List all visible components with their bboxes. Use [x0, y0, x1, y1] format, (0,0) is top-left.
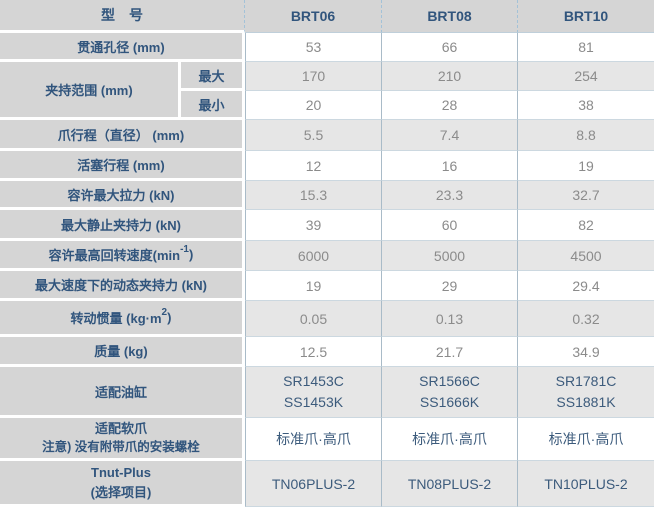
- value-cell: 4500: [517, 241, 654, 271]
- header-col-brt10: BRT10: [517, 0, 654, 33]
- spec-row-dynamic-grip: 最大速度下的动态夹持力 (kN) 19 29 29.4: [0, 271, 654, 301]
- value-cell: 60: [381, 210, 517, 241]
- value-cell: 5.5: [245, 120, 381, 151]
- value-cell: 0.13: [381, 301, 517, 337]
- value-cell: 6000: [245, 241, 381, 271]
- value-cell: SR1566C SS1666K: [381, 367, 517, 418]
- value-cell: 81: [517, 33, 654, 62]
- spec-row-mass: 质量 (kg) 12.5 21.7 34.9: [0, 337, 654, 367]
- spec-row-bore: 贯通孔径 (mm) 53 66 81: [0, 33, 654, 62]
- label-line1: 适配软爪: [94, 420, 147, 436]
- label-line1: Tnut-Plus: [91, 465, 151, 480]
- value-cell: 38: [517, 91, 654, 120]
- value-line2: SS1881K: [556, 394, 616, 410]
- spec-row-soft-jaw: 适配软爪注意) 没有附带爪的安装螺栓 标准爪·高爪 标准爪·高爪 标准爪·高爪: [0, 418, 654, 461]
- spec-row-jaw-stroke: 爪行程（直径） (mm) 5.5 7.4 8.8: [0, 120, 654, 151]
- value-line1: SR1566C: [419, 373, 480, 389]
- value-cell: 34.9: [517, 337, 654, 367]
- value-cell: 20: [245, 91, 381, 120]
- label-superscript: 2: [161, 307, 168, 318]
- value-cell: 5000: [381, 241, 517, 271]
- value-cell: 53: [245, 33, 381, 62]
- value-line1: SR1453C: [283, 373, 344, 389]
- row-label: Tnut-Plus (选择项目): [0, 461, 245, 507]
- row-label: 适配软爪注意) 没有附带爪的安装螺栓: [0, 418, 245, 461]
- value-cell: 15.3: [245, 181, 381, 210]
- spec-row-inertia: 转动惯量 (kg·m 2) 0.05 0.13 0.32: [0, 301, 654, 337]
- value-cell: 0.05: [245, 301, 381, 337]
- row-label: 爪行程（直径） (mm): [0, 120, 245, 151]
- value-cell: 标准爪·高爪: [381, 418, 517, 461]
- value-cell: SR1453C SS1453K: [245, 367, 381, 418]
- value-line2: SS1453K: [283, 394, 344, 410]
- label-tail: ): [189, 247, 194, 262]
- spec-subrow-max: 最大 170 210 254: [181, 62, 654, 91]
- label-line2: (选择项目): [90, 484, 152, 500]
- row-label: 活塞行程 (mm): [0, 151, 245, 181]
- row-label: 最大静止夹持力 (kN): [0, 210, 245, 241]
- row-label: 容许最高回转速度(min -1): [0, 241, 245, 271]
- row-label: 转动惯量 (kg·m 2): [0, 301, 245, 337]
- spec-row-piston-stroke: 活塞行程 (mm) 12 16 19: [0, 151, 654, 181]
- row-label: 容许最大拉力 (kN): [0, 181, 245, 210]
- value-cell: 21.7: [381, 337, 517, 367]
- header-col-brt08: BRT08: [381, 0, 517, 33]
- value-cell: 254: [517, 62, 654, 91]
- value-cell: 28: [381, 91, 517, 120]
- value-cell: 170: [245, 62, 381, 91]
- value-cell: 23.3: [381, 181, 517, 210]
- header-col-brt06: BRT06: [245, 0, 381, 33]
- value-cell: 29.4: [517, 271, 654, 301]
- grip-range-subrows: 最大 170 210 254 最小 20 28 38: [181, 62, 654, 120]
- value-cell: 210: [381, 62, 517, 91]
- label-base: 转动惯量 (kg·m: [70, 311, 162, 326]
- row-label: 适配油缸: [0, 367, 245, 418]
- row-label: 质量 (kg): [0, 337, 245, 367]
- subrow-label: 最大: [181, 62, 245, 91]
- value-cell: 19: [245, 271, 381, 301]
- value-cell: TN10PLUS-2: [517, 461, 654, 507]
- table-header-row: 型 号 BRT06 BRT08 BRT10: [0, 0, 654, 33]
- spec-subrow-min: 最小 20 28 38: [181, 91, 654, 120]
- value-cell: 32.7: [517, 181, 654, 210]
- row-label: 最大速度下的动态夹持力 (kN): [0, 271, 245, 301]
- spec-row-tnut: Tnut-Plus (选择项目) TN06PLUS-2 TN08PLUS-2 TN…: [0, 461, 654, 507]
- value-cell: 标准爪·高爪: [245, 418, 381, 461]
- value-line1: SR1781C: [555, 373, 617, 389]
- value-cell: 12.5: [245, 337, 381, 367]
- spec-row-grip-range: 夹持范围 (mm) 最大 170 210 254 最小 20 28 38: [0, 62, 654, 120]
- row-label: 贯通孔径 (mm): [0, 33, 245, 62]
- label-superscript: -1: [180, 244, 189, 255]
- value-cell: 7.4: [381, 120, 517, 151]
- value-cell: 标准爪·高爪: [517, 418, 654, 461]
- subrow-label: 最小: [181, 91, 245, 120]
- spec-row-cylinder: 适配油缸 SR1453C SS1453K SR1566C SS1666K SR178…: [0, 367, 654, 418]
- header-model-label: 型 号: [0, 0, 245, 33]
- value-cell: 19: [517, 151, 654, 181]
- spec-row-max-static-grip: 最大静止夹持力 (kN) 39 60 82: [0, 210, 654, 241]
- value-cell: 8.8: [517, 120, 654, 151]
- value-cell: TN08PLUS-2: [381, 461, 517, 507]
- value-cell: TN06PLUS-2: [245, 461, 381, 507]
- value-cell: 82: [517, 210, 654, 241]
- row-label: 夹持范围 (mm): [0, 62, 181, 120]
- value-cell: 29: [381, 271, 517, 301]
- value-cell: 16: [381, 151, 517, 181]
- value-cell: 39: [245, 210, 381, 241]
- label-note-line: 注意) 没有附带爪的安装螺栓: [42, 440, 200, 455]
- label-tail: ): [167, 310, 172, 325]
- spec-row-max-speed: 容许最高回转速度(min -1) 6000 5000 4500: [0, 241, 654, 271]
- label-base: 容许最高回转速度(min: [48, 248, 181, 263]
- spec-row-max-pull: 容许最大拉力 (kN) 15.3 23.3 32.7: [0, 181, 654, 210]
- value-cell: 12: [245, 151, 381, 181]
- value-cell: 66: [381, 33, 517, 62]
- value-cell: SR1781C SS1881K: [517, 367, 654, 418]
- value-cell: 0.32: [517, 301, 654, 337]
- value-line2: SS1666K: [419, 394, 480, 410]
